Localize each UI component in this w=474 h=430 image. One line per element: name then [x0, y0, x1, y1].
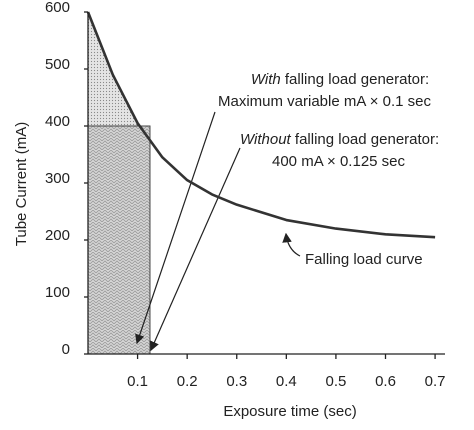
- y-tick-label: 600: [45, 0, 70, 16]
- curve-label: Falling load curve: [305, 251, 423, 268]
- x-tick-label: 0.3: [226, 373, 247, 390]
- x-tick-label: 0.6: [375, 373, 396, 390]
- annotation-text: falling load generator:: [281, 71, 429, 88]
- x-tick-label: 0.4: [276, 373, 297, 390]
- constant-load-area: [87, 125, 151, 355]
- annotation: Without falling load generator:: [240, 131, 439, 148]
- x-tick-label: 0.2: [177, 373, 198, 390]
- annotation: 400 mA × 0.125 sec: [272, 153, 406, 170]
- y-axis-label: Tube Current (mA): [13, 122, 30, 246]
- y-tick-label: 100: [45, 284, 70, 301]
- arrow: [135, 111, 216, 345]
- annotation-italic: Without: [240, 131, 292, 148]
- regions: [87, 12, 151, 355]
- x-axis-label: Exposure time (sec): [223, 403, 356, 420]
- annotation-italic: With: [251, 71, 281, 88]
- annotation: With falling load generator:: [251, 71, 429, 88]
- x-tick-label: 0.5: [325, 373, 346, 390]
- x-tick-label: 0.1: [127, 373, 148, 390]
- y-tick-label: 400: [45, 113, 70, 130]
- y-tick-label: 0: [62, 341, 70, 358]
- annotation-text: falling load generator:: [291, 131, 439, 148]
- y-tick-label: 500: [45, 56, 70, 73]
- arrow: [149, 147, 241, 352]
- x-tick-label: 0.7: [425, 373, 446, 390]
- curve: [86, 11, 436, 239]
- y-tick-label: 300: [45, 170, 70, 187]
- arrow: [282, 232, 301, 257]
- annotation: Maximum variable mA × 0.1 sec: [218, 93, 431, 110]
- y-tick-label: 200: [45, 227, 70, 244]
